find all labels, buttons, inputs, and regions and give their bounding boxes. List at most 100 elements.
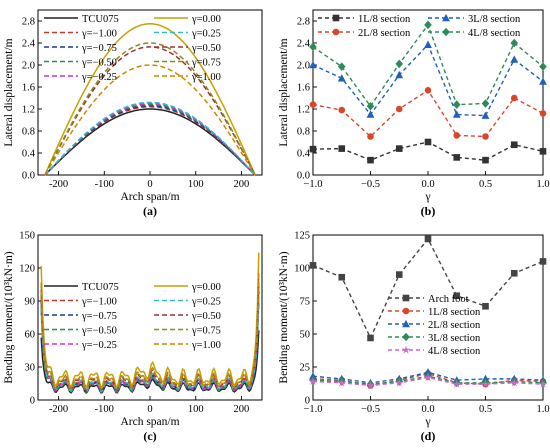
y-tick-label: 2.0 <box>297 61 310 72</box>
legend-marker <box>402 307 410 315</box>
data-point <box>510 94 518 102</box>
legend-label: γ=0.75 <box>191 325 221 336</box>
legend-item: γ=0.25 <box>154 296 221 307</box>
data-point <box>367 133 374 140</box>
data-point <box>309 60 317 69</box>
legend-label: γ=−1.00 <box>81 296 117 307</box>
y-tick-label: 60 <box>25 330 36 341</box>
chart-d: −1.0 −0.5 0.0 0.5 1.0 0 25 50 75 100 125 γ Bending m… <box>278 231 550 444</box>
legend-item: γ=−0.50 <box>44 57 117 68</box>
y-tick-label: 0 <box>305 396 310 407</box>
series-line <box>40 271 260 391</box>
legend-label: 3L/8 section <box>428 333 481 344</box>
series-line <box>44 101 256 176</box>
data-point <box>481 374 490 383</box>
data-point <box>424 40 432 48</box>
data-point <box>424 87 432 94</box>
series-c-5 <box>40 252 260 390</box>
y-tick-label: 25 <box>300 363 311 374</box>
y-tick-label: 1.2 <box>297 105 310 116</box>
data-point <box>424 20 432 30</box>
legend-marker <box>401 345 411 354</box>
series-b-2 <box>309 40 547 119</box>
legend-marker <box>402 319 410 328</box>
data-point <box>424 235 432 243</box>
data-point <box>452 100 461 109</box>
legend-c: TCU075 γ=−1.00 γ=−0.75 γ=−0.50 γ=−0.25 γ=0.00… <box>44 282 221 351</box>
legend-item: γ=0.50 <box>154 43 221 54</box>
series-c-9 <box>40 271 260 391</box>
x-tick-label: -200 <box>49 404 68 415</box>
legend-label: γ=−0.50 <box>81 57 117 68</box>
data-point <box>337 378 347 387</box>
legend-marker <box>402 332 410 342</box>
series-line <box>44 46 256 176</box>
data-point <box>510 269 518 277</box>
legend-label: γ=−0.25 <box>81 340 117 351</box>
series-line <box>312 371 544 384</box>
legend-label: 1L/8 section <box>428 307 481 318</box>
x-tick-label: -200 <box>49 179 68 190</box>
y-tick-label: 1.6 <box>22 83 35 94</box>
legend-marker <box>442 27 450 37</box>
data-point <box>309 101 317 108</box>
y-axis-label: Lateral displacement/m <box>3 38 15 146</box>
legend-item: γ=0.00 <box>154 14 221 25</box>
y-tick-label: 2.0 <box>22 61 35 72</box>
data-point <box>453 292 461 300</box>
series-c-7 <box>40 279 260 392</box>
data-point <box>510 38 519 48</box>
legend-item: Arch foot <box>388 294 469 305</box>
y-axis-label: Bending moment/(10³kN·m) <box>3 251 15 383</box>
data-point <box>367 334 374 342</box>
x-tick-label: 0.5 <box>479 404 492 415</box>
data-point <box>395 145 403 152</box>
y-tick-label: 90 <box>25 297 36 308</box>
data-point <box>539 77 547 85</box>
data-point <box>337 62 346 71</box>
x-tick-label: 0 <box>147 179 152 190</box>
legend-item: γ=0.00 <box>154 282 221 293</box>
data-point <box>338 106 346 114</box>
data-point <box>539 110 547 117</box>
data-point <box>452 110 461 118</box>
data-point <box>424 368 432 376</box>
legend-marker <box>442 13 450 22</box>
legend-item: γ=0.25 <box>154 28 221 39</box>
legend-label: γ=0.50 <box>191 43 221 54</box>
legend-label: 4L/8 section <box>468 28 521 39</box>
legend-a: TCU075 γ=−1.00 γ=−0.75 γ=−0.50 γ=−0.25 γ=0.00… <box>44 14 221 83</box>
legend-item: 4L/8 section <box>388 345 481 357</box>
series-line <box>312 89 544 138</box>
legend-item: γ=−1.00 <box>44 28 117 39</box>
series-line <box>44 42 256 176</box>
y-tick-label: 2.8 <box>297 17 310 28</box>
data-point <box>395 59 404 69</box>
data-point <box>423 373 433 382</box>
data-point <box>481 99 490 108</box>
legend-label: γ=0.25 <box>191 296 221 307</box>
data-point <box>481 379 490 388</box>
y-tick-label: 75 <box>300 297 311 308</box>
legend-label: γ=0.00 <box>191 14 221 25</box>
x-tick-label: 0.0 <box>421 404 434 415</box>
legend-label: TCU075 <box>82 14 119 25</box>
data-point <box>309 145 317 153</box>
legend-item: γ=0.75 <box>154 325 221 336</box>
series-b-0 <box>309 138 547 164</box>
legend-label: 1L/8 section <box>358 14 411 25</box>
y-axis-label: Lateral displacement/m <box>278 38 290 146</box>
legend-b: 1L/8 section 2L/8 section 3L/8 section 4L/8… <box>318 14 521 39</box>
y-tick-label: 0.4 <box>22 149 36 160</box>
x-axis-label: γ <box>424 416 430 428</box>
legend-item: γ=−0.75 <box>44 311 117 322</box>
legend-label: γ=0.75 <box>191 57 221 68</box>
legend-label: 2L/8 section <box>428 320 481 331</box>
x-tick-label: -100 <box>95 404 114 415</box>
data-point <box>482 302 489 310</box>
data-point <box>453 154 461 161</box>
y-tick-label: 2.8 <box>22 17 35 28</box>
x-tick-label: −0.5 <box>361 179 380 190</box>
y-tick-label: 0.4 <box>297 149 311 160</box>
